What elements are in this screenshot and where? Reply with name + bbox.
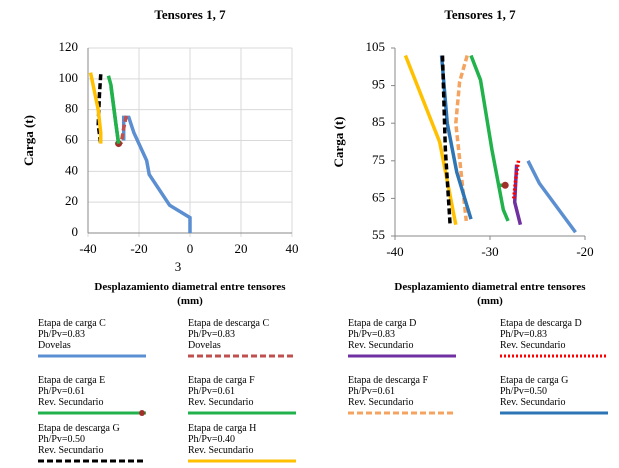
y-tick-label: 55 <box>372 227 385 242</box>
x-tick-label: -30 <box>481 244 498 259</box>
legend-swatch <box>348 354 456 358</box>
legend-entry: Etapa de carga F Ph/Pv=0.61 Rev. Secunda… <box>188 375 313 417</box>
legend-entry: Etapa de carga G Ph/Pv=0.50 Rev. Secunda… <box>500 375 619 417</box>
chart-title: Tensores 1, 7 <box>444 7 516 22</box>
series-line <box>96 74 103 144</box>
y-tick-label: 75 <box>372 152 385 167</box>
y-tick-label: 120 <box>59 39 79 54</box>
legend-swatch <box>38 410 146 416</box>
legend-entry: Etapa de carga D Ph/Pv=0.83 Rev. Secunda… <box>348 318 473 360</box>
legend-swatch <box>500 411 608 415</box>
y-tick-label: 65 <box>372 189 385 204</box>
x-tick-label: -40 <box>386 244 403 259</box>
legend-entry: Etapa de carga H Ph/Pv=0.40 Rev. Secunda… <box>188 423 313 465</box>
legend-entry: Etapa de carga E Ph/Pv=0.61 Rev. Secunda… <box>38 375 163 417</box>
y-tick-label: 100 <box>59 70 79 85</box>
y-tick-label: 85 <box>372 114 385 129</box>
x-tick-label: -40 <box>79 241 96 256</box>
x-tick-label: -20 <box>130 241 147 256</box>
y-tick-label: 80 <box>65 101 78 116</box>
series-line <box>106 75 121 144</box>
legend-entry: Etapa de descarga G Ph/Pv=0.50 Rev. Secu… <box>38 423 163 465</box>
series-line <box>469 54 510 222</box>
x-tick-label: -20 <box>576 244 593 259</box>
legend-label: Etapa de carga H Ph/Pv=0.40 Rev. Secunda… <box>188 423 257 456</box>
y-axis-label: Carga (t) <box>21 115 36 166</box>
y-tick-label: 60 <box>65 131 78 146</box>
series-marker <box>501 181 509 189</box>
legend-label: Etapa de carga D Ph/Pv=0.83 Rev. Secunda… <box>348 318 417 351</box>
series-line <box>88 72 103 144</box>
legend-swatch <box>500 354 608 358</box>
x-tick-label: 40 <box>286 241 299 256</box>
annotation: 3 <box>175 259 182 274</box>
x-tick-label: 0 <box>187 241 194 256</box>
legend-label: Etapa de descarga F Ph/Pv=0.61 Rev. Secu… <box>348 375 429 408</box>
legend-entry: Etapa de descarga D Ph/Pv=0.83 Rev. Secu… <box>500 318 619 360</box>
chart-title: Tensores 1, 7 <box>154 7 226 22</box>
legend-label: Etapa de carga F Ph/Pv=0.61 Rev. Secunda… <box>188 375 255 408</box>
series-line <box>526 160 577 234</box>
legend-swatch <box>348 411 456 415</box>
series-line <box>403 54 458 226</box>
legend-label: Etapa de carga G Ph/Pv=0.50 Rev. Secunda… <box>500 375 569 408</box>
series-line <box>454 55 469 222</box>
y-tick-label: 0 <box>72 224 79 239</box>
legend-marker <box>139 410 145 416</box>
legend-entry: Etapa de carga C Ph/Pv=0.83 Dovelas <box>38 318 163 360</box>
x-axis-label: Desplazamiento diametral entre tensores … <box>94 281 286 307</box>
y-tick-label: 105 <box>366 39 386 54</box>
legend-swatch <box>188 459 296 463</box>
series-line <box>121 115 192 233</box>
legend-entry: Etapa de descarga F Ph/Pv=0.61 Rev. Secu… <box>348 375 473 417</box>
legend-entry: Etapa de descarga C Ph/Pv=0.83 Dovelas <box>188 318 313 360</box>
series-line <box>439 55 473 220</box>
y-tick-label: 95 <box>372 77 385 92</box>
legend-swatch <box>188 354 296 358</box>
legend-label: Etapa de carga E Ph/Pv=0.61 Rev. Secunda… <box>38 375 106 408</box>
series-line <box>440 55 452 225</box>
legend-label: Etapa de descarga D Ph/Pv=0.83 Rev. Secu… <box>500 318 582 351</box>
legend-swatch <box>38 354 146 358</box>
x-tick-label: 20 <box>235 241 248 256</box>
legend-swatch <box>188 411 296 415</box>
y-tick-label: 20 <box>65 193 78 208</box>
x-axis-label: Desplazamiento diametral entre tensores … <box>394 281 586 307</box>
series-line <box>119 115 128 144</box>
y-axis-label: Carga (t) <box>331 117 346 168</box>
legend-label: Etapa de carga C Ph/Pv=0.83 Dovelas <box>38 318 106 351</box>
legend-label: Etapa de descarga G Ph/Pv=0.50 Rev. Secu… <box>38 423 120 456</box>
y-tick-label: 40 <box>65 162 78 177</box>
legend-label: Etapa de descarga C Ph/Pv=0.83 Dovelas <box>188 318 270 351</box>
legend-swatch <box>38 459 146 463</box>
